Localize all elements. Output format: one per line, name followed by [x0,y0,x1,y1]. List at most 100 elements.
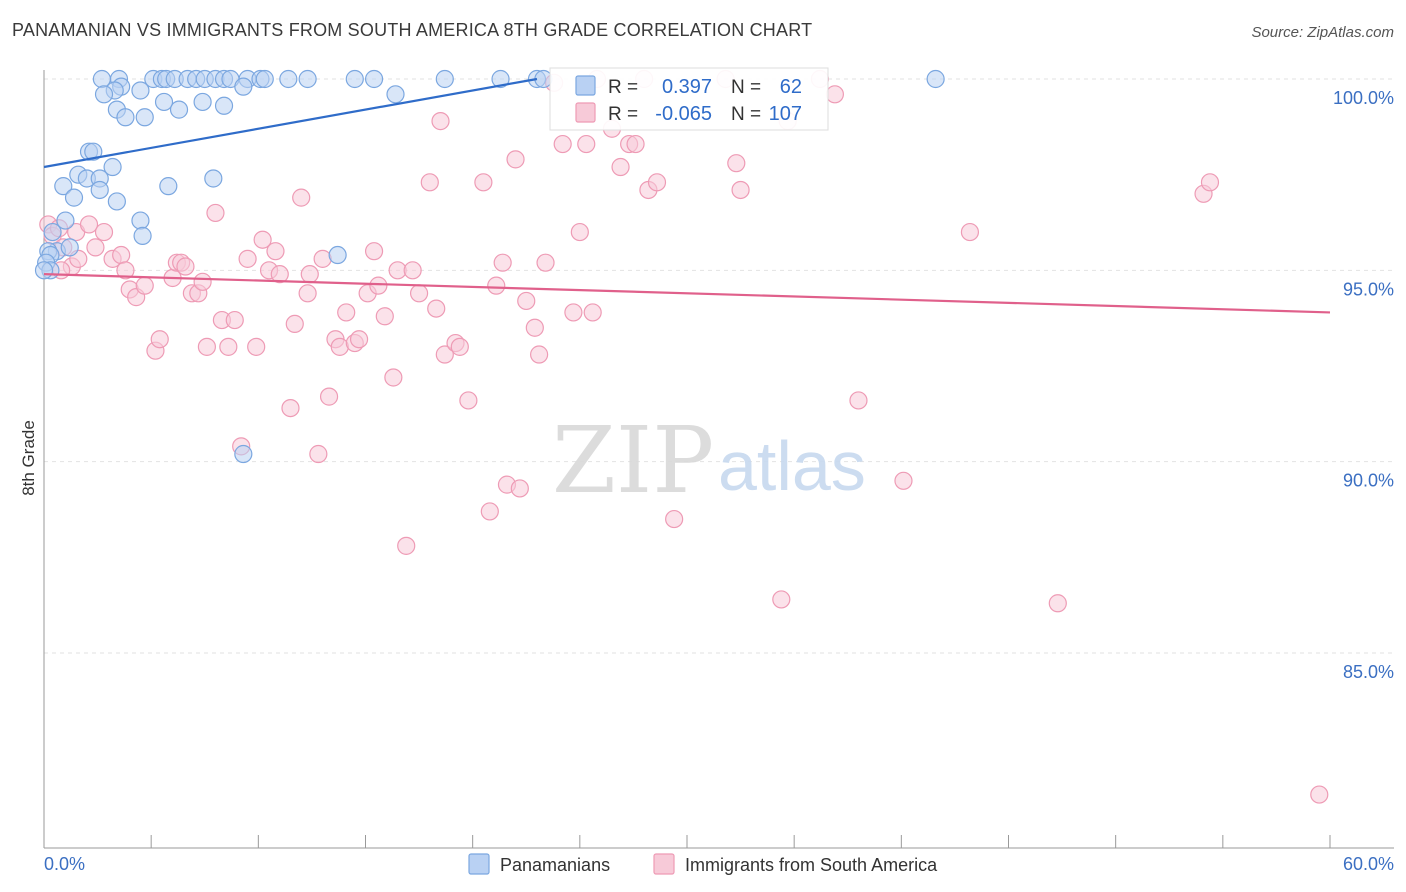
panamanian-point-16 [298,69,317,89]
watermark-atlas: atlas [718,427,866,505]
panamanian-point-45 [159,177,178,196]
trend-line-immigrants [43,273,1331,314]
immigrant-point-25 [206,203,225,223]
immigrant-point-20 [176,257,195,276]
panamanian-point-49 [131,211,150,230]
y-tick-labels: 100.0% 95.0% 90.0% 85.0% [1333,88,1394,682]
immigrant-point-68 [493,253,512,272]
immigrant-point-45 [330,337,349,356]
y-tick-label-3: 85.0% [1343,662,1394,682]
immigrant-point-60 [431,111,450,131]
panamanian-point-32 [214,96,234,115]
immigrant-point-39 [298,284,317,303]
immigrant-point-41 [309,444,328,464]
panamanian-point-44 [54,177,73,196]
immigrant-point-90 [665,509,684,529]
immigrant-point-66 [480,502,499,521]
panamanian-point-29 [386,85,405,104]
immigrant-point-43 [319,387,339,406]
legend-r-value-1: -0.065 [655,103,712,125]
immigrant-point-71 [510,479,529,498]
panamanian-point-43 [204,169,223,188]
immigrant-point-79 [570,222,589,242]
immigrant-point-70 [506,150,525,169]
immigrant-point-89 [647,173,667,192]
immigrant-point-97 [825,85,844,104]
immigrant-point-30 [238,249,257,268]
immigrant-point-23 [193,272,212,291]
panamanian-point-39 [103,157,122,177]
immigrant-point-27 [219,337,238,356]
immigrant-point-93 [731,180,750,200]
immigrant-point-74 [530,345,549,364]
panamanian-point-30 [154,92,174,112]
zipatlas-watermark: ZIP atlas [552,407,866,514]
bottom-legend-swatch-panamanians [468,853,490,875]
panamanian-point-60 [34,261,54,280]
legend-n-label-1: N = [731,104,761,125]
immigrant-point-53 [384,368,403,387]
legend-n-value-1: 107 [769,103,802,125]
immigrant-point-37 [285,314,304,334]
immigrant-point-50 [364,242,384,261]
immigrant-point-6 [79,215,99,234]
legend-swatch-immigrants [575,102,596,123]
immigrant-point-73 [525,318,544,337]
immigrant-point-7 [86,238,105,257]
immigrant-point-80 [577,134,596,154]
stats-legend-box [549,67,829,131]
panamanian-point-34 [169,100,189,119]
stats-legend: R = 0.397 N = 62 R = -0.065 N = 107 [549,67,829,131]
panamanian-point-22 [534,69,553,89]
bottom-legend-swatch-immigrants [653,853,675,875]
y-tick-label-2: 90.0% [1343,471,1394,491]
immigrant-point-31 [247,337,266,356]
immigrant-point-48 [349,330,369,349]
chart-title: PANAMANIAN VS IMMIGRANTS FROM SOUTH AMER… [12,20,813,40]
immigrant-point-40 [300,265,319,284]
legend-n-label-0: N = [731,77,761,98]
legend-swatch-panamanians [575,75,596,96]
immigrant-point-78 [564,303,583,322]
immigrant-point-57 [409,284,429,303]
immigrant-point-58 [420,173,439,192]
x-axis-ticks [43,835,1331,848]
watermark-zip: ZIP [552,407,714,514]
bottom-legend-label-panamanians: Panamanians [500,855,610,875]
immigrant-point-101 [1048,594,1067,613]
panamanian-point-31 [193,92,212,112]
immigrant-point-28 [225,310,244,330]
immigrant-point-92 [727,154,746,173]
immigrant-point-46 [337,303,356,322]
immigrant-point-84 [611,157,630,177]
immigrant-point-67 [487,276,506,295]
panamanian-point-48 [107,192,126,211]
immigrant-point-72 [517,291,536,311]
panamanian-point-28 [234,77,253,96]
series-legend: Panamanians Immigrants from South Americ… [468,853,938,875]
y-axis-title: 8th Grade [19,420,38,496]
immigrant-point-51 [369,276,388,295]
immigrant-point-14 [135,276,154,295]
immigrant-point-24 [197,337,216,356]
immigrant-point-61 [435,345,454,364]
immigrant-point-10 [112,245,131,265]
panamanian-point-47 [64,188,84,207]
gridlines [44,78,1394,654]
immigrant-point-94 [772,590,791,609]
y-tick-label-0: 100.0% [1333,88,1394,108]
immigrant-point-65 [474,173,493,192]
immigrant-point-42 [313,249,332,268]
immigrant-point-104 [1310,785,1329,804]
immigrant-point-98 [849,391,868,410]
immigrant-point-100 [960,222,980,242]
panamanian-point-51 [43,222,62,242]
panamanian-point-17 [345,69,364,89]
immigrant-point-32 [253,230,272,249]
immigrant-point-63 [450,337,469,356]
y-tick-label-1: 95.0% [1343,279,1394,299]
panamanian-point-26 [131,81,150,100]
panamanian-point-15 [279,69,298,89]
immigrant-point-99 [894,471,913,490]
